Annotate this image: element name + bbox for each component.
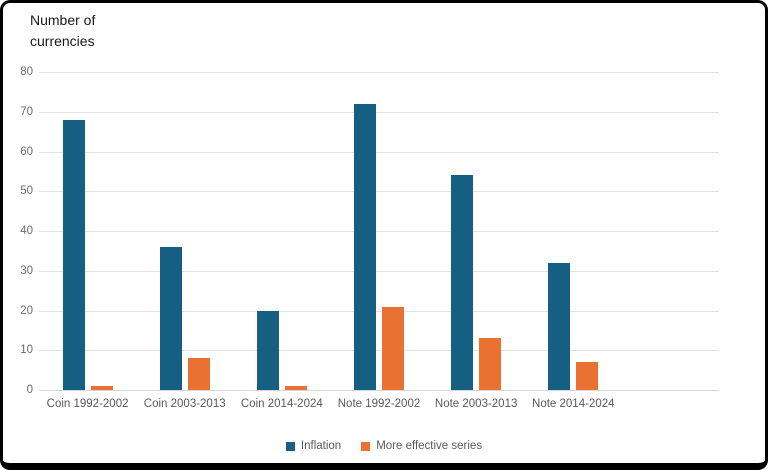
bar-inflation-2 <box>256 310 279 390</box>
bar-more-effective-series-0 <box>90 386 113 390</box>
bar-inflation-4 <box>451 175 474 390</box>
gridline-y-50 <box>39 191 719 193</box>
legend-swatch-icon <box>361 441 371 451</box>
y-tick-label-50: 50 <box>20 185 33 198</box>
bar-more-effective-series-1 <box>187 358 210 390</box>
gridline-y-30 <box>39 270 719 272</box>
chart-title: Number of currencies <box>30 10 95 52</box>
y-tick-label-0: 0 <box>26 384 33 396</box>
gridline-y-70 <box>39 111 719 113</box>
bar-inflation-1 <box>159 246 182 390</box>
bar-more-effective-series-5 <box>576 362 599 390</box>
x-axis-labels: Coin 1992-2002 Coin 2003-2013 Coin 2014-20… <box>39 398 719 410</box>
bar-group-0 <box>39 72 136 390</box>
chart-title-line-1: Number of <box>30 12 96 28</box>
gridline-y-60 <box>39 151 719 153</box>
x-tick-label-5: Note 2014-2024 <box>532 398 615 410</box>
y-tick-label-80: 80 <box>20 66 33 78</box>
legend-item-more-effective-series: More effective series <box>361 440 482 452</box>
bar-inflation-0 <box>62 119 85 390</box>
gridline-y-80 <box>39 72 719 73</box>
legend-label: Inflation <box>300 440 342 452</box>
x-tick-label-empty <box>622 398 719 410</box>
legend: Inflation More effective series <box>3 440 765 452</box>
bar-more-effective-series-4 <box>479 338 502 390</box>
y-tick-label-60: 60 <box>20 145 33 158</box>
gridline-y-20 <box>39 310 719 312</box>
gridline-y-40 <box>39 231 719 232</box>
x-tick-label-1: Coin 2003-2013 <box>143 398 226 410</box>
bar-groups <box>39 72 719 390</box>
bar-group-2 <box>233 72 330 390</box>
legend-swatch-icon <box>285 441 295 451</box>
chart-title-line-2: currencies <box>30 33 95 49</box>
y-tick-label-70: 70 <box>20 105 33 118</box>
legend-item-inflation: Inflation <box>285 440 342 452</box>
bar-group-3 <box>330 72 427 390</box>
bar-more-effective-series-3 <box>381 306 404 390</box>
gridline-y-0 <box>39 390 719 391</box>
x-tick-label-4: Note 2003-2013 <box>434 398 518 410</box>
bar-inflation-3 <box>353 103 376 390</box>
bar-group-empty <box>622 72 719 390</box>
y-tick-label-20: 20 <box>20 304 33 317</box>
bar-group-5 <box>525 72 622 390</box>
y-tick-label-40: 40 <box>20 225 33 237</box>
plot-area <box>39 72 719 391</box>
y-tick-label-10: 10 <box>20 344 33 357</box>
x-tick-label-2: Coin 2014-2024 <box>240 398 323 410</box>
y-tick-label-30: 30 <box>20 264 33 277</box>
bar-inflation-5 <box>548 262 571 390</box>
legend-label: More effective series <box>376 440 483 452</box>
bar-group-4 <box>428 72 525 390</box>
gridline-y-10 <box>39 350 719 352</box>
x-tick-label-3: Note 1992-2002 <box>337 398 421 410</box>
bar-group-1 <box>136 72 233 390</box>
x-tick-label-0: Coin 1992-2002 <box>46 398 129 410</box>
bar-more-effective-series-2 <box>284 386 307 390</box>
